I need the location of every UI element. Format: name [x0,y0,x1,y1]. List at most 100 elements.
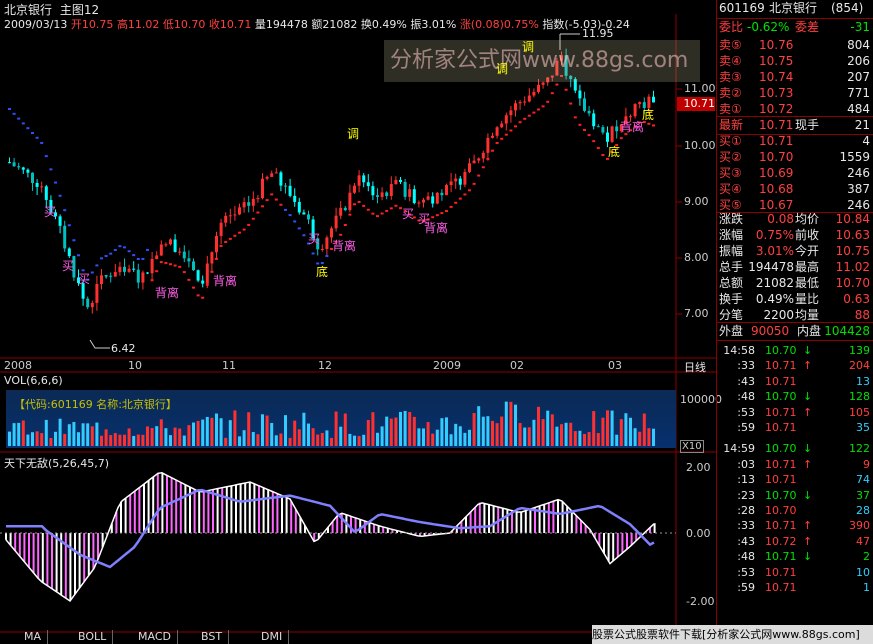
candle-body [311,219,315,239]
tab-boll[interactable]: BOLL [72,630,114,644]
volume-bar [583,434,586,446]
tab-bst[interactable]: BST [195,630,230,644]
volume-bar [311,428,315,446]
stop-dot [86,278,90,281]
tab-macd[interactable]: MACD [132,630,178,644]
candle-body [150,259,154,274]
stop-dot [155,270,159,273]
stop-dot [431,216,435,219]
candle-body [26,169,30,173]
tab-dmi[interactable]: DMI [255,630,290,644]
stop-line-layer [8,74,655,299]
tab-ma[interactable]: MA [18,630,49,644]
candle-body [242,202,246,208]
stat-value: 0.49% [755,292,794,306]
sell-row: 卖② 10.73 771 [717,85,873,102]
volume-bar [638,431,642,446]
stat-row: 涨幅 0.75% 前收 10.63 [717,227,873,244]
sell-label: 卖⑤ [719,38,742,52]
tick-arrow: ↑ [803,359,813,373]
sell-row: 卖① 10.72 484 [717,101,873,118]
candle-body [642,102,646,108]
period-label[interactable]: 日线 [684,361,706,374]
candle-body [546,77,550,83]
volume-bar [72,422,76,446]
tick-row: :28 10.70 28 [717,502,873,519]
candle-body [187,258,191,262]
tick-time: :28 [737,504,755,517]
volume-bar [146,426,149,446]
stat-label: 换手 [719,292,744,306]
candle-body [17,166,21,168]
candle-body [127,268,131,272]
candle-body [403,181,407,197]
price-label-8: 8.00 [684,251,709,264]
stop-dot [150,279,154,282]
volume-bar [449,434,453,446]
volume-bar [169,435,172,446]
ohlc-turnover: 换0.49% [360,18,407,31]
candle-body [334,215,338,229]
candle-body [463,171,467,185]
volume-bar [339,426,343,446]
volume-bar [284,415,287,446]
candle-body [123,266,126,272]
low-price-label: 6.42 [111,342,136,355]
tick-volume: 28 [856,504,870,517]
stop-dot [652,124,655,127]
volume-unit-label: X10 [680,440,704,453]
volume-bar [647,428,651,446]
price-chart-svg[interactable] [0,0,716,644]
candle-body [284,185,287,187]
volume-bar [44,419,48,446]
candle-body [596,126,600,128]
candle-body [647,96,651,108]
stop-dot [486,157,490,160]
candle-body [523,101,527,103]
stop-dot [610,150,614,153]
stop-dot [500,137,504,140]
volume-bar [518,423,522,446]
candle-body [412,189,416,204]
tick-time: :59 [737,581,755,594]
tick-time: :03 [737,457,755,471]
candle-body [500,123,504,128]
candle-body [638,102,642,105]
candle-body [399,179,402,182]
low-marker-line [89,339,110,349]
candle-body [86,298,90,308]
stop-dot [123,246,126,249]
stat-label: 涨跌 [719,212,744,226]
chart-area[interactable]: 北京银行 主图12 2009/03/13 开10.75 高11.02 低10.7… [0,0,722,644]
candle-body [555,60,559,76]
footer-banner: 股票公式股票软件下载[分析家公式网www.88gs.com] [592,625,873,644]
candle-body [40,186,44,188]
tick-price: 10.70 [765,442,797,456]
stop-dot [307,242,310,245]
mai-label: 买 [44,205,57,219]
stop-dot [95,264,99,267]
stop-dot [67,224,71,227]
volume-bar [118,434,122,446]
tick-volume: 74 [856,473,870,487]
volume-bar [481,416,485,446]
volume-bar [495,423,499,446]
volume-bar [486,416,490,446]
indicator-axis-label: -2.00 [686,595,715,608]
tick-price: 10.71 [765,374,797,388]
volume-bar [86,423,90,446]
stop-dot [196,294,200,297]
volume-bar [136,434,140,446]
volume-bars [8,401,655,446]
tick-time: :59 [737,421,755,434]
volume-bar [127,428,131,446]
tick-time: 14:58 [723,344,755,357]
volume-bar [100,435,103,446]
stop-dot [527,114,531,117]
volume-bar [389,418,393,446]
volume-bar [431,433,435,446]
stop-dot [647,122,651,125]
volume-bar [514,404,517,446]
weibi-value: -0.62% [747,20,790,34]
candle-body [297,201,301,213]
